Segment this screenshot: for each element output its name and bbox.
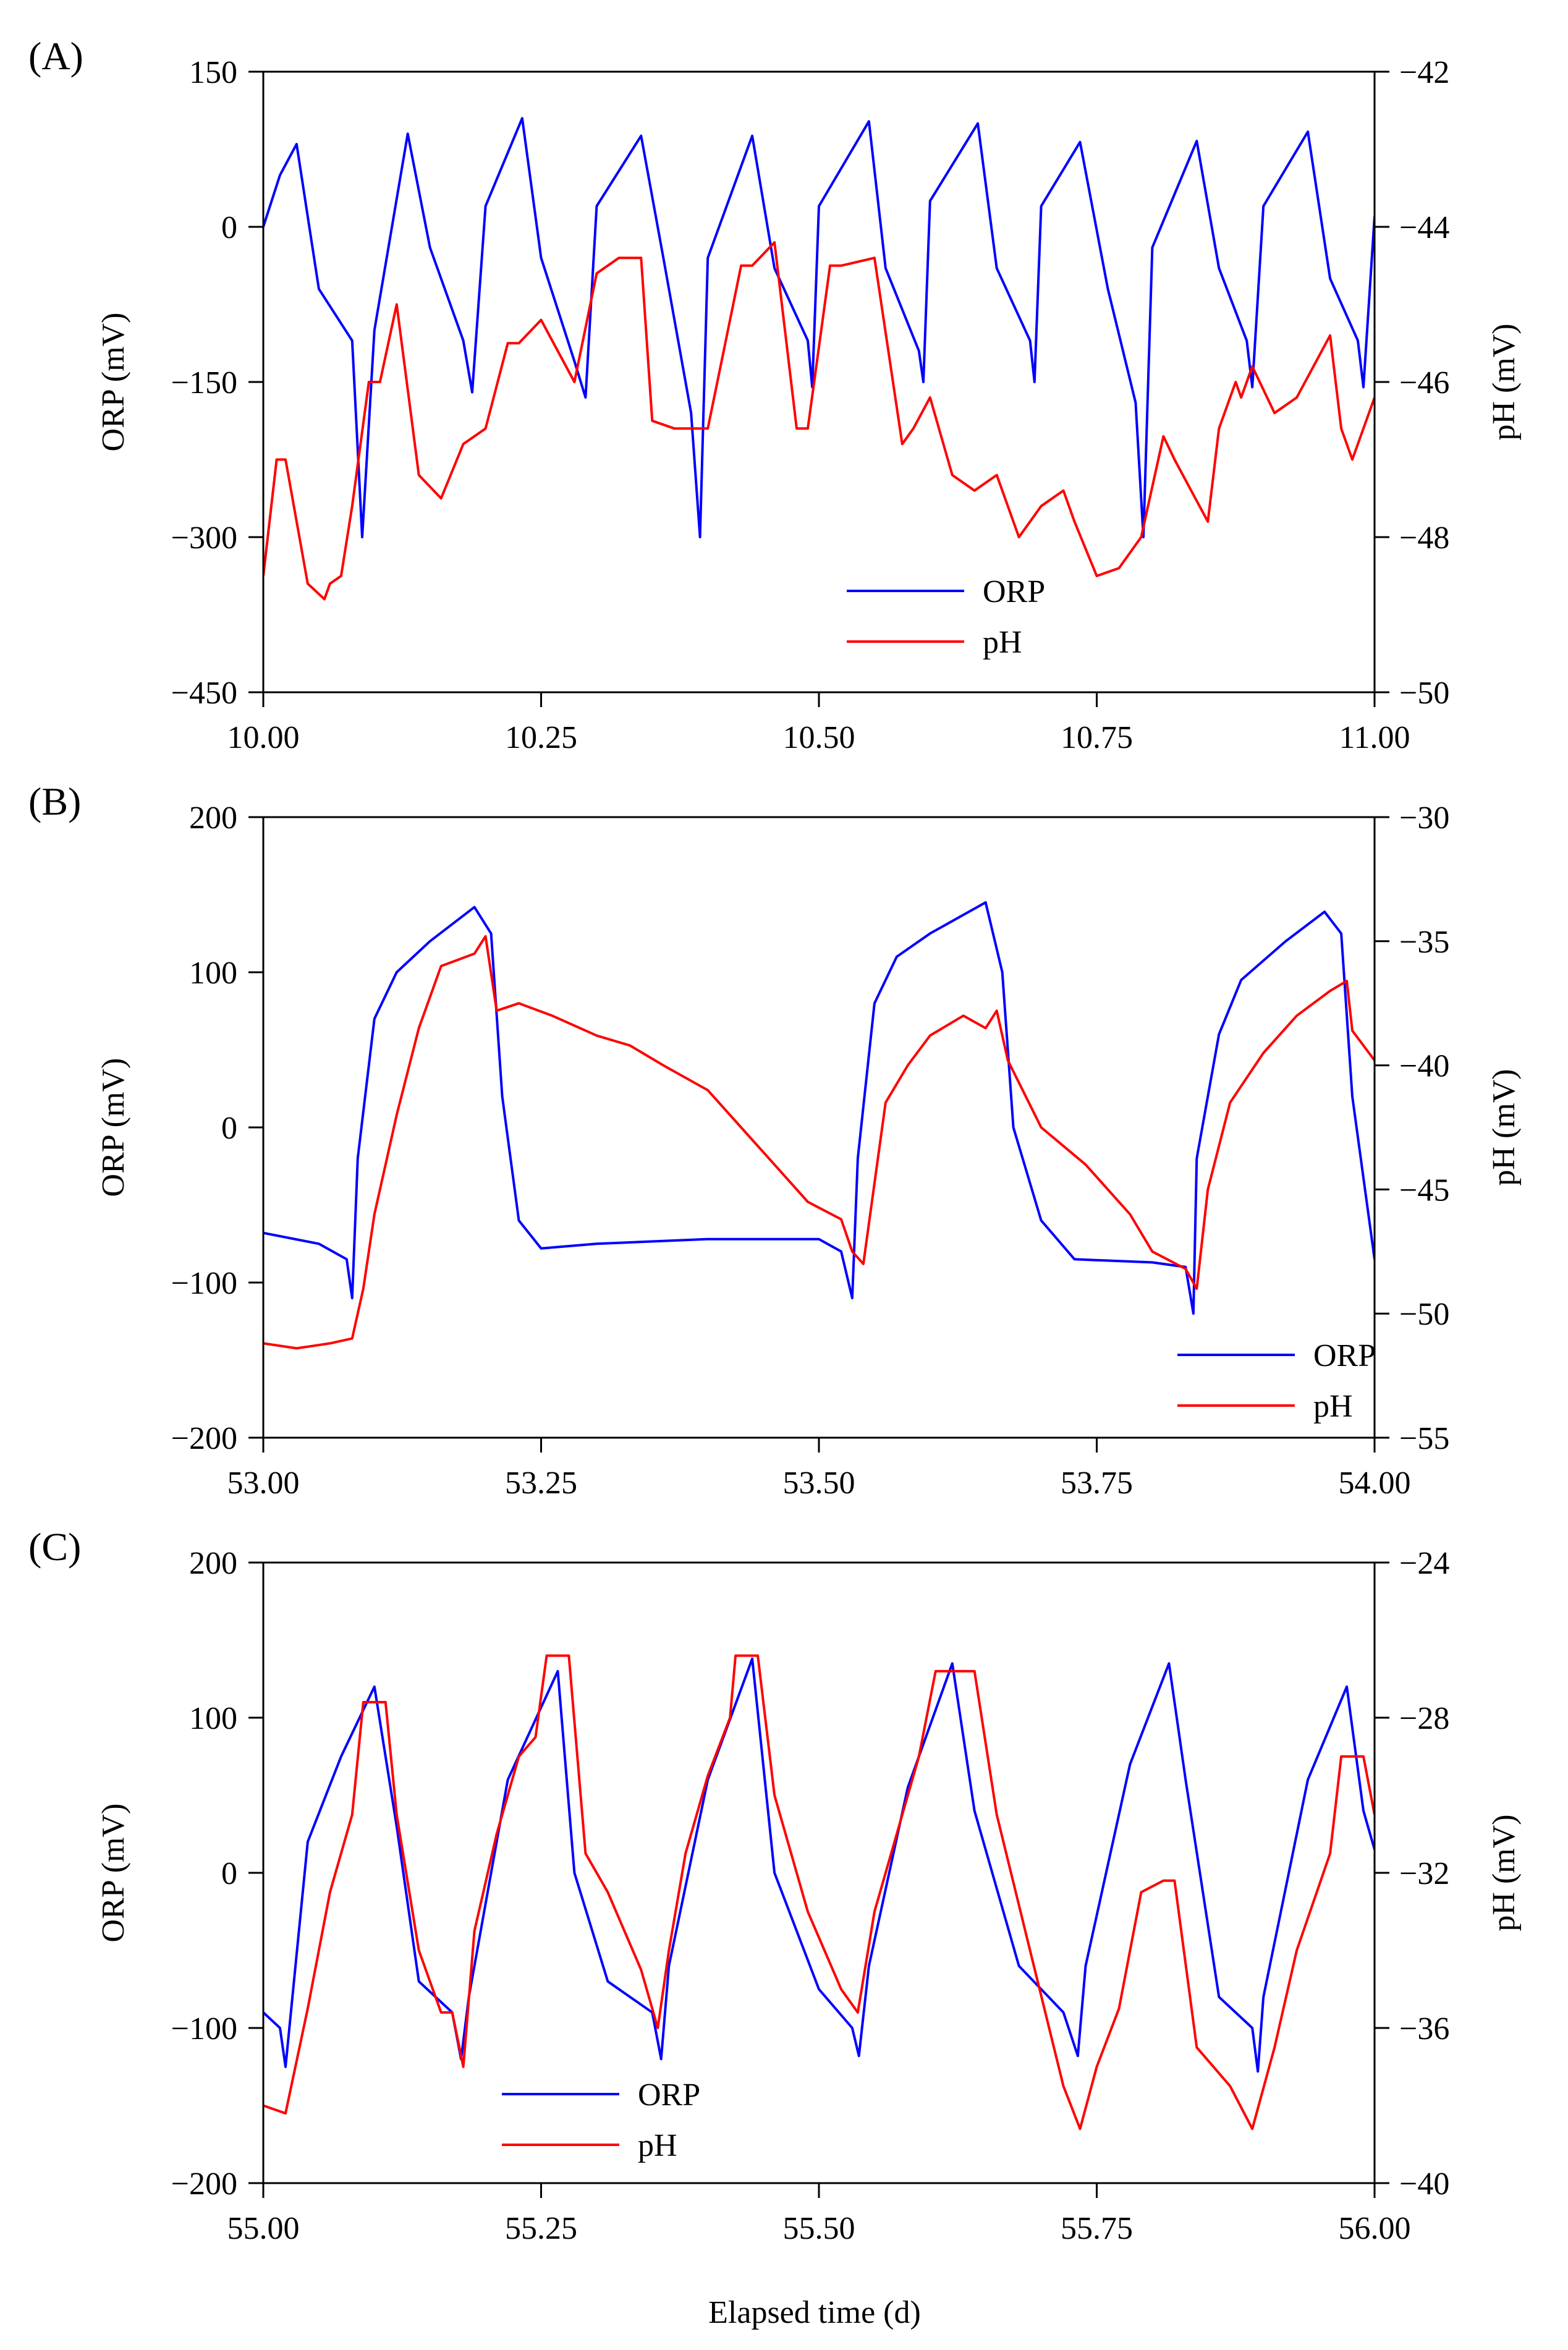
series-orp-line [263, 1657, 1375, 2073]
panel-2: 55.00 55.25 55.50 55.75 56.00 200 100 0 −100 −200… [28, 1525, 1522, 2246]
y-right-tick-label: −55 [1399, 1421, 1449, 1456]
panel-1: 53.00 53.25 53.50 53.75 54.00 200 100 0 −100 −200… [28, 779, 1522, 1501]
y-right-tick-label: −40 [1399, 1049, 1449, 1084]
x-tick-label: 55.75 [1061, 2211, 1133, 2246]
legend-label-orp: ORP [638, 2077, 700, 2113]
y-right-tick-label: −50 [1399, 1297, 1449, 1332]
plot-frame [262, 70, 1376, 694]
y-right-tick-label: −44 [1399, 210, 1449, 245]
x-tick-label: 10.00 [227, 720, 300, 755]
legend-label-orp: ORP [1313, 1338, 1376, 1373]
y-right-tick-label: −36 [1399, 2011, 1449, 2047]
x-tick-label: 53.50 [783, 1466, 855, 1501]
y-left-tick-label: −100 [171, 2011, 237, 2047]
y-left-tick-label: −450 [171, 676, 237, 711]
x-tick-label: 53.25 [505, 1466, 577, 1501]
y-right-tick-label: −46 [1399, 365, 1449, 401]
legend-label-orp: ORP [983, 574, 1045, 609]
legend-label-ph: pH [1313, 1389, 1353, 1424]
panel-label: (A) [28, 34, 83, 78]
panel-label: (B) [28, 779, 81, 823]
x-tick-label: 55.50 [783, 2211, 855, 2246]
panel-0: 10.00 10.25 10.50 10.75 11.00 150 0 −150 −300 −45… [28, 34, 1522, 755]
series-orp-line [263, 901, 1375, 1315]
y-left-tick-label: 100 [189, 1701, 237, 1736]
y-right-tick-label: −42 [1399, 55, 1449, 90]
panel-label: (C) [28, 1525, 81, 1569]
y-right-tick-label: −40 [1399, 2166, 1449, 2202]
y-right-tick-label: −48 [1399, 520, 1449, 556]
series-ph-line [263, 935, 1375, 1350]
y-left-axis-title: ORP (mV) [96, 1058, 131, 1197]
legend: ORP pH [1177, 1338, 1376, 1424]
y-left-tick-label: −300 [171, 520, 237, 556]
x-tick-label: 11.00 [1339, 720, 1410, 755]
y-left-tick-label: 0 [221, 210, 237, 245]
y-right-axis-title: pH (mV) [1486, 1069, 1522, 1186]
y-right-axis-title: pH (mV) [1486, 323, 1522, 440]
x-tick-label: 53.75 [1061, 1466, 1133, 1501]
y-right-tick-label: −45 [1399, 1173, 1449, 1208]
y-right-tick-label: −50 [1399, 676, 1449, 711]
x-tick-label: 54.00 [1339, 1466, 1411, 1501]
y-left-tick-label: 200 [189, 1546, 237, 1581]
y-left-tick-label: −200 [171, 2166, 237, 2202]
legend: ORP pH [502, 2077, 700, 2163]
legend-label-ph: pH [638, 2128, 677, 2163]
y-left-tick-label: −100 [171, 1266, 237, 1301]
y-right-tick-label: −35 [1399, 925, 1449, 960]
x-tick-label: 10.50 [783, 720, 855, 755]
y-right-tick-label: −28 [1399, 1701, 1449, 1736]
plot-frame [262, 1561, 1376, 2184]
x-tick-label: 10.75 [1061, 720, 1133, 755]
y-left-tick-label: 100 [189, 956, 237, 991]
y-left-axis-title: ORP (mV) [96, 1804, 131, 1943]
legend-label-ph: pH [983, 625, 1022, 660]
x-tick-label: 55.25 [505, 2211, 577, 2246]
x-tick-label: 53.00 [227, 1466, 300, 1501]
series-ph-line [263, 1654, 1375, 2131]
y-left-tick-label: −200 [171, 1421, 237, 1456]
y-left-tick-label: 0 [221, 1111, 237, 1146]
legend: ORP pH [847, 574, 1045, 660]
y-right-axis-title: pH (mV) [1486, 1814, 1522, 1931]
series-orp-line [263, 117, 1375, 538]
x-tick-label: 55.00 [227, 2211, 300, 2246]
y-right-tick-label: −24 [1399, 1546, 1449, 1581]
y-right-tick-label: −30 [1399, 800, 1449, 836]
y-left-tick-label: 200 [189, 800, 237, 836]
y-left-tick-label: 0 [221, 1856, 237, 1891]
y-left-axis-title: ORP (mV) [96, 313, 131, 452]
series-ph-line [263, 241, 1375, 601]
x-tick-label: 10.25 [505, 720, 577, 755]
plot-frame [262, 816, 1376, 1439]
x-axis-title: Elapsed time (d) [708, 2295, 921, 2330]
y-left-tick-label: 150 [189, 55, 237, 90]
y-left-tick-label: −150 [171, 365, 237, 401]
y-right-tick-label: −32 [1399, 1856, 1449, 1891]
x-tick-label: 56.00 [1339, 2211, 1411, 2246]
